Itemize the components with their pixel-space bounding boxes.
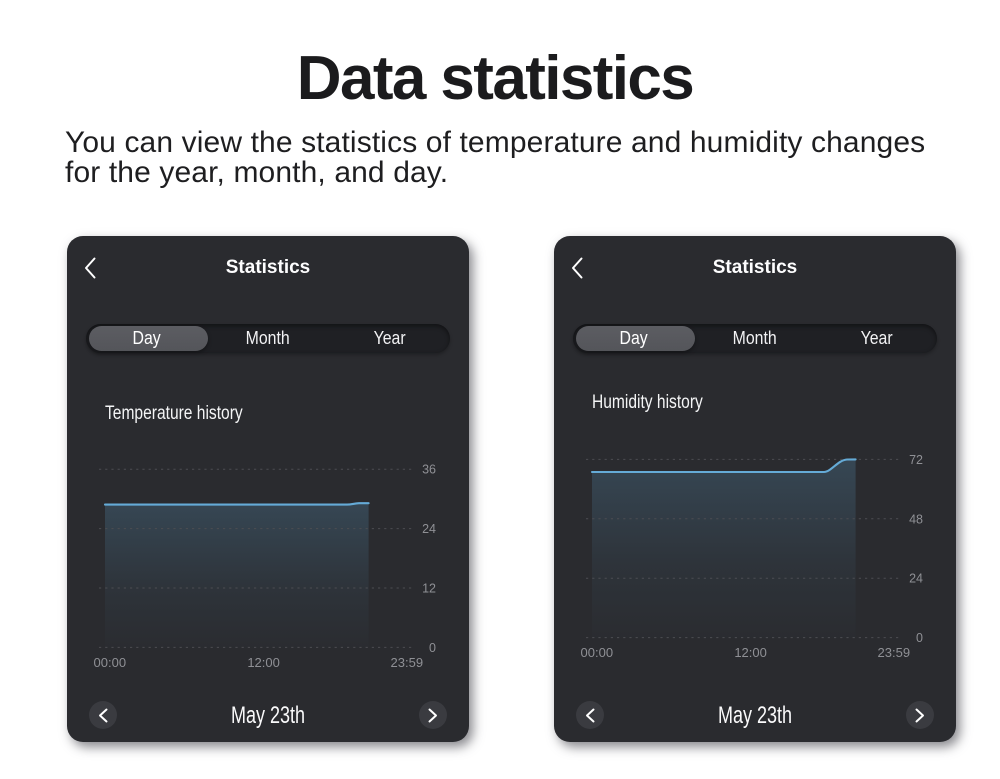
svg-text:0: 0 <box>916 631 923 645</box>
svg-text:23:59: 23:59 <box>391 655 424 670</box>
svg-text:00:00: 00:00 <box>94 655 127 670</box>
svg-text:72: 72 <box>909 453 923 467</box>
svg-text:12:00: 12:00 <box>247 655 280 670</box>
svg-text:24: 24 <box>422 522 436 536</box>
svg-text:12:00: 12:00 <box>734 645 767 660</box>
svg-text:36: 36 <box>422 463 436 477</box>
svg-text:48: 48 <box>909 512 923 526</box>
svg-text:24: 24 <box>909 572 923 586</box>
svg-text:0: 0 <box>429 641 436 655</box>
svg-text:12: 12 <box>422 582 436 596</box>
svg-text:00:00: 00:00 <box>581 645 614 660</box>
svg-text:23:59: 23:59 <box>878 645 911 660</box>
